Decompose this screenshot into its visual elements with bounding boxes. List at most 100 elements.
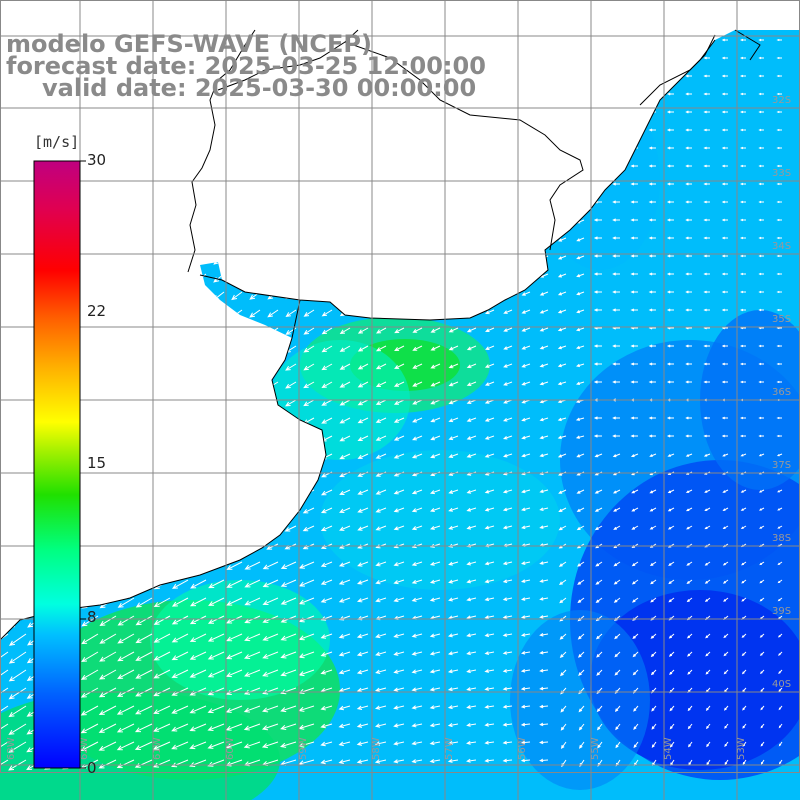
wind-arrow xyxy=(521,183,531,189)
wind-arrow xyxy=(521,201,531,206)
wind-arrow xyxy=(231,237,243,247)
wind-arrow xyxy=(0,255,9,270)
wind-arrow xyxy=(158,327,171,338)
wind-arrow xyxy=(122,291,135,303)
wind-arrow xyxy=(123,201,135,213)
wind-arrow xyxy=(485,183,495,189)
wind-arrow xyxy=(484,417,495,422)
wind-arrow xyxy=(430,489,441,495)
wind-arrow xyxy=(521,147,531,153)
wind-arrow xyxy=(358,147,369,155)
wind-arrow xyxy=(230,327,243,336)
wind-arrow xyxy=(13,471,27,483)
wind-arrow xyxy=(613,507,621,512)
wind-arrow xyxy=(104,381,117,392)
wind-arrow xyxy=(339,489,351,495)
wind-arrow xyxy=(612,182,620,186)
wind-arrow xyxy=(703,38,710,42)
wind-arrow xyxy=(685,74,692,78)
wind-arrow xyxy=(157,525,171,534)
wind-arrow xyxy=(503,363,513,368)
wind-arrow xyxy=(449,237,459,243)
wind-arrow xyxy=(225,723,243,731)
wind-arrow xyxy=(375,399,387,405)
wind-arrow xyxy=(376,309,387,316)
wind-arrow xyxy=(666,128,674,132)
wind-arrow xyxy=(411,507,423,513)
wind-arrow xyxy=(285,309,297,318)
wind-arrow xyxy=(171,705,189,714)
wind-arrow xyxy=(80,687,99,698)
wind-arrow xyxy=(339,525,351,531)
wind-arrow xyxy=(576,201,585,206)
wind-arrow xyxy=(207,615,225,624)
wind-arrow xyxy=(139,507,153,517)
wind-arrow xyxy=(189,651,207,660)
lat-label: 33S xyxy=(772,168,791,179)
wind-arrow xyxy=(466,291,477,297)
wind-arrow xyxy=(171,723,189,732)
wind-arrow xyxy=(758,507,765,511)
wind-arrow xyxy=(286,111,297,121)
wind-arrow xyxy=(740,236,746,240)
wind-arrow xyxy=(158,399,171,409)
wind-arrow xyxy=(249,183,261,193)
wind-arrow xyxy=(521,507,531,512)
wind-arrow xyxy=(229,543,243,551)
wind-arrow xyxy=(575,435,585,439)
wind-arrow xyxy=(593,164,602,168)
wind-arrow xyxy=(13,435,27,448)
wind-arrow xyxy=(740,182,746,186)
wind-arrow xyxy=(262,579,279,588)
colorbar-tick-15: 15 xyxy=(87,454,107,472)
wind-arrow xyxy=(649,507,657,512)
wind-arrow xyxy=(412,237,423,244)
wind-arrow xyxy=(412,255,423,262)
wind-arrow xyxy=(576,111,585,116)
wind-arrow xyxy=(466,309,477,315)
wind-arrow xyxy=(80,723,99,734)
wind-arrow xyxy=(758,489,765,493)
wind-arrow xyxy=(154,561,171,572)
wind-arrow xyxy=(520,579,531,583)
wind-arrow xyxy=(121,507,135,517)
wind-arrow xyxy=(703,272,710,276)
wind-arrow xyxy=(193,507,207,516)
wind-arrow xyxy=(394,219,405,226)
wind-arrow xyxy=(0,489,9,502)
wind-arrow xyxy=(153,633,171,643)
wind-arrow xyxy=(630,56,638,60)
wind-arrow xyxy=(153,705,171,714)
wind-arrow xyxy=(593,56,602,60)
wind-arrow xyxy=(466,579,477,584)
wind-arrow xyxy=(742,759,747,765)
wind-arrow xyxy=(189,741,207,750)
wind-arrow xyxy=(80,705,99,716)
wind-arrow xyxy=(213,201,225,212)
wind-arrow xyxy=(429,723,441,728)
wind-arrow xyxy=(776,272,782,276)
wind-arrow xyxy=(141,183,153,195)
wind-arrow xyxy=(612,200,620,204)
lon-label: 61W xyxy=(152,737,163,760)
wind-arrow xyxy=(340,255,351,263)
wind-arrow xyxy=(596,705,603,713)
wind-arrow xyxy=(484,363,495,368)
wind-arrow xyxy=(285,399,297,407)
wind-arrow xyxy=(70,111,81,125)
wind-arrow xyxy=(412,147,423,154)
wind-arrow xyxy=(685,128,692,132)
wind-arrow xyxy=(86,363,99,375)
wind-arrow xyxy=(557,363,567,368)
wind-arrow xyxy=(104,345,117,357)
wind-arrow xyxy=(249,255,261,264)
wind-arrow xyxy=(85,489,99,500)
wind-arrow xyxy=(212,453,225,462)
wind-arrow xyxy=(613,561,621,567)
wind-arrow xyxy=(576,363,585,368)
wind-arrow xyxy=(502,704,513,709)
wind-arrow xyxy=(484,453,495,458)
wind-arrow xyxy=(648,254,656,258)
wind-arrow xyxy=(633,741,639,749)
lat-label: 38S xyxy=(772,533,791,544)
